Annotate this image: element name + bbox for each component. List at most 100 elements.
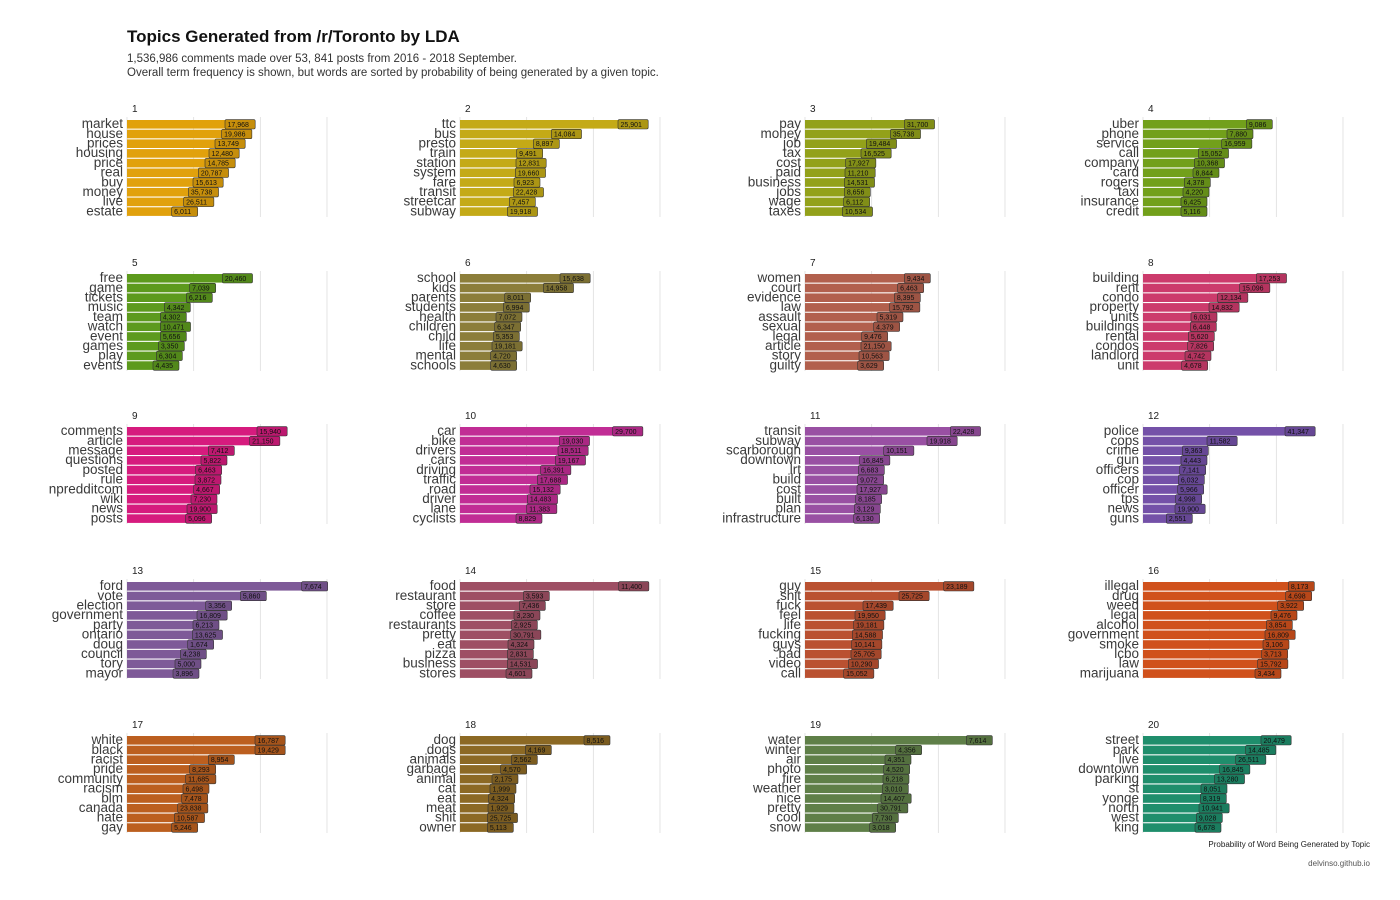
frequency-label-box bbox=[904, 119, 935, 130]
frequency-label: 11,685 bbox=[188, 777, 209, 784]
bar bbox=[460, 736, 586, 745]
term-label: infrastructure bbox=[722, 510, 801, 525]
chart-subtitle-line-1: 1,536,986 comments made over 53, 841 pos… bbox=[127, 53, 517, 65]
frequency-label: 5,116 bbox=[1184, 209, 1201, 216]
bar bbox=[460, 168, 518, 178]
bar bbox=[1143, 322, 1193, 332]
bar bbox=[460, 494, 530, 504]
frequency-label-box bbox=[555, 455, 586, 466]
frequency-label-box bbox=[515, 513, 543, 524]
bar bbox=[460, 649, 510, 659]
bar bbox=[1143, 446, 1185, 455]
bar bbox=[805, 794, 883, 803]
bar bbox=[460, 436, 562, 446]
term-label: yonge bbox=[1102, 790, 1139, 805]
frequency-label: 3,629 bbox=[860, 363, 878, 370]
term-label: landlord bbox=[1091, 348, 1139, 363]
frequency-label: 4,698 bbox=[1288, 594, 1306, 601]
frequency-label-box bbox=[1217, 292, 1249, 303]
caption: delvinso.github.io bbox=[1308, 859, 1370, 868]
frequency-label: 9,491 bbox=[519, 151, 537, 158]
panel-number: 8 bbox=[1148, 258, 1154, 269]
term-label: legal bbox=[1110, 607, 1139, 622]
frequency-label: 15,052 bbox=[846, 671, 868, 678]
term-label: sexual bbox=[762, 319, 801, 334]
frequency-label-box bbox=[505, 668, 533, 679]
frequency-label-box bbox=[618, 581, 650, 592]
bar bbox=[460, 465, 543, 475]
term-label: school bbox=[417, 270, 456, 285]
bar bbox=[127, 774, 188, 784]
frequency-label: 19,986 bbox=[224, 132, 246, 139]
frequency-label-box bbox=[583, 735, 611, 746]
term-label: black bbox=[91, 742, 123, 757]
frequency-label-box bbox=[240, 590, 267, 601]
frequency-label: 1,929 bbox=[491, 806, 509, 813]
term-label: news bbox=[91, 501, 123, 516]
frequency-label: 14,588 bbox=[855, 632, 877, 639]
bar bbox=[805, 293, 897, 302]
frequency-label: 16,787 bbox=[258, 738, 280, 745]
frequency-label: 5,620 bbox=[1191, 334, 1209, 341]
frequency-label-box bbox=[301, 581, 328, 592]
frequency-label: 9,363 bbox=[1185, 448, 1203, 455]
frequency-label: 9,072 bbox=[860, 477, 878, 484]
bar bbox=[127, 207, 174, 216]
panel-number: 1 bbox=[132, 104, 138, 115]
term-label: dogs bbox=[427, 742, 457, 757]
term-label: taxi bbox=[1118, 184, 1139, 199]
frequency-label-box bbox=[883, 445, 915, 456]
term-label: music bbox=[88, 299, 124, 314]
term-label: fuck bbox=[776, 598, 801, 613]
bar bbox=[805, 149, 863, 158]
frequency-label: 19,900 bbox=[190, 506, 212, 513]
bar bbox=[1143, 168, 1195, 178]
term-label: train bbox=[430, 145, 456, 160]
frequency-label: 22,428 bbox=[953, 429, 975, 436]
frequency-label-box bbox=[507, 206, 538, 217]
frequency-label: 19,030 bbox=[562, 439, 584, 446]
frequency-label: 15,052 bbox=[1201, 151, 1223, 158]
frequency-label: 30,791 bbox=[880, 806, 902, 813]
frequency-label: 6,032 bbox=[1181, 477, 1199, 484]
term-label: article bbox=[87, 433, 123, 448]
bar bbox=[460, 283, 546, 293]
bar bbox=[805, 120, 907, 129]
frequency-label: 20,787 bbox=[201, 170, 223, 177]
term-label: building bbox=[1092, 270, 1139, 285]
frequency-label: 19,660 bbox=[518, 170, 540, 177]
frequency-label: 20,460 bbox=[225, 276, 247, 283]
bar bbox=[1143, 149, 1201, 158]
bar bbox=[1143, 436, 1209, 446]
frequency-label: 19,918 bbox=[930, 439, 952, 446]
bar bbox=[127, 456, 203, 465]
bar bbox=[805, 361, 860, 370]
term-label: west bbox=[1110, 810, 1139, 825]
frequency-label: 25,725 bbox=[490, 815, 512, 822]
panel-number: 3 bbox=[810, 104, 816, 115]
bar bbox=[805, 504, 857, 514]
bar bbox=[127, 129, 224, 139]
frequency-label: 17,439 bbox=[866, 603, 888, 610]
frequency-label: 10,941 bbox=[1202, 806, 1224, 813]
term-label: wage bbox=[768, 194, 801, 209]
term-label: guns bbox=[1110, 510, 1140, 525]
frequency-label: 3,922 bbox=[1280, 603, 1298, 610]
term-label: scarborough bbox=[726, 443, 801, 458]
frequency-label: 16,809 bbox=[200, 613, 222, 620]
frequency-label: 4,169 bbox=[528, 748, 546, 755]
frequency-label: 6,216 bbox=[189, 295, 207, 302]
term-label: service bbox=[1096, 136, 1139, 151]
bar bbox=[127, 312, 163, 322]
frequency-label: 15,638 bbox=[563, 276, 585, 283]
bar bbox=[127, 322, 163, 332]
frequency-label-box bbox=[529, 484, 561, 495]
term-label: court bbox=[771, 280, 801, 295]
frequency-label-box bbox=[876, 312, 904, 323]
term-label: crime bbox=[1106, 443, 1139, 458]
bar bbox=[805, 494, 858, 504]
term-label: company bbox=[1084, 155, 1139, 170]
frequency-label: 6,112 bbox=[846, 199, 863, 206]
frequency-label-box bbox=[843, 668, 875, 679]
